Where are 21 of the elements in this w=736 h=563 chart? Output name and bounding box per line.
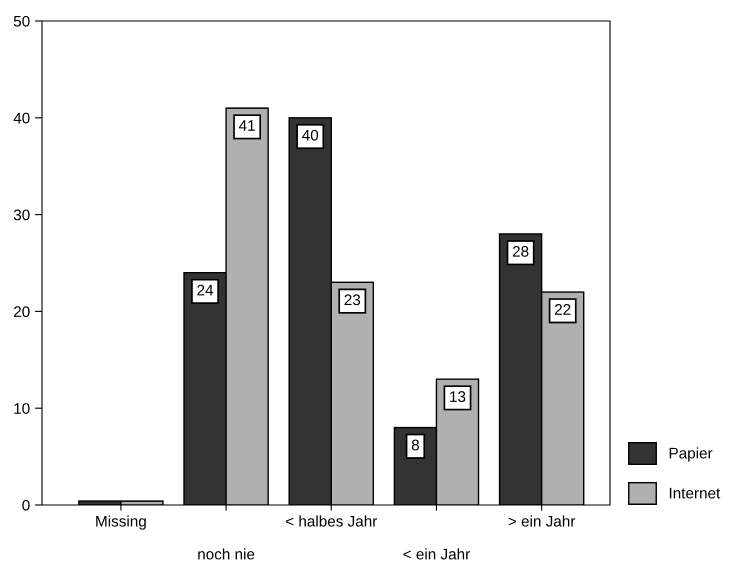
x-tick-label: < ein Jahr	[403, 548, 470, 560]
legend-label: Papier	[670, 447, 712, 462]
y-tick-label: 0	[22, 500, 30, 511]
y-tick-label: 50	[14, 16, 30, 27]
x-tick-label: < halbes Jahr	[286, 515, 378, 527]
x-tick-label: Missing	[96, 515, 146, 530]
y-tick-label: 20	[14, 306, 30, 318]
data-label: 13	[450, 391, 466, 402]
y-tick-label: 40	[14, 112, 30, 124]
data-label: 8	[412, 440, 419, 450]
data-label: 40	[302, 130, 318, 141]
y-tick-label: 10	[14, 403, 30, 414]
data-label: 28	[512, 246, 528, 257]
legend-label: Internet	[670, 488, 720, 499]
data-label: 41	[238, 120, 255, 131]
data-label: 24	[197, 284, 214, 296]
x-tick-label: noch nie	[198, 548, 254, 560]
data-label: 23	[344, 294, 360, 306]
data-label: 22	[554, 304, 570, 315]
y-tick-label: 30	[14, 209, 30, 220]
x-tick-label: > ein Jahr	[508, 515, 576, 527]
